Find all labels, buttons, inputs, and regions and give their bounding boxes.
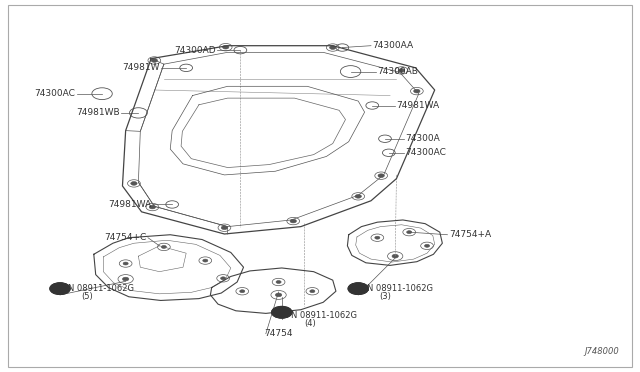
Text: 74981WA: 74981WA	[396, 101, 440, 110]
Text: J748000: J748000	[585, 347, 620, 356]
Circle shape	[413, 89, 420, 93]
Text: N: N	[279, 310, 284, 315]
Circle shape	[223, 45, 229, 49]
Text: 74300AC: 74300AC	[35, 89, 76, 98]
Circle shape	[131, 182, 137, 185]
Text: 74300A: 74300A	[405, 134, 440, 143]
Text: N 08911-1062G: N 08911-1062G	[367, 284, 433, 293]
Text: (4): (4)	[304, 319, 316, 328]
Circle shape	[375, 236, 380, 239]
Circle shape	[240, 290, 245, 293]
Circle shape	[271, 307, 292, 318]
Text: 74300AD: 74300AD	[174, 46, 216, 55]
Circle shape	[123, 262, 128, 265]
Circle shape	[275, 293, 282, 297]
Text: 74300AA: 74300AA	[372, 41, 413, 50]
Text: 74300AB: 74300AB	[378, 67, 418, 76]
Text: 74981WB: 74981WB	[76, 108, 120, 118]
Circle shape	[290, 219, 296, 223]
Circle shape	[392, 254, 398, 258]
Circle shape	[161, 246, 166, 248]
Text: N: N	[356, 286, 361, 291]
Text: (5): (5)	[81, 292, 93, 301]
Text: 74754+C: 74754+C	[104, 233, 147, 242]
Circle shape	[221, 277, 226, 280]
Circle shape	[310, 290, 315, 293]
Text: 74981W: 74981W	[122, 63, 159, 72]
Text: 74300AC: 74300AC	[405, 148, 446, 157]
Circle shape	[406, 231, 412, 234]
Circle shape	[50, 283, 70, 295]
Circle shape	[330, 46, 336, 49]
Circle shape	[378, 174, 385, 177]
Text: 74754+A: 74754+A	[449, 230, 491, 239]
Text: N 08911-1062G: N 08911-1062G	[68, 284, 134, 293]
Text: 74754: 74754	[264, 329, 293, 338]
Circle shape	[424, 244, 429, 247]
Circle shape	[348, 283, 369, 295]
Circle shape	[398, 68, 404, 72]
Text: N: N	[58, 286, 63, 291]
Text: 74981WA: 74981WA	[109, 200, 152, 209]
Circle shape	[203, 259, 208, 262]
Text: (3): (3)	[380, 292, 391, 301]
Circle shape	[122, 277, 129, 281]
Text: N 08911-1062G: N 08911-1062G	[291, 311, 357, 320]
Circle shape	[149, 205, 156, 209]
Circle shape	[276, 280, 281, 283]
Circle shape	[151, 59, 157, 62]
Circle shape	[221, 226, 228, 230]
Circle shape	[355, 195, 362, 198]
